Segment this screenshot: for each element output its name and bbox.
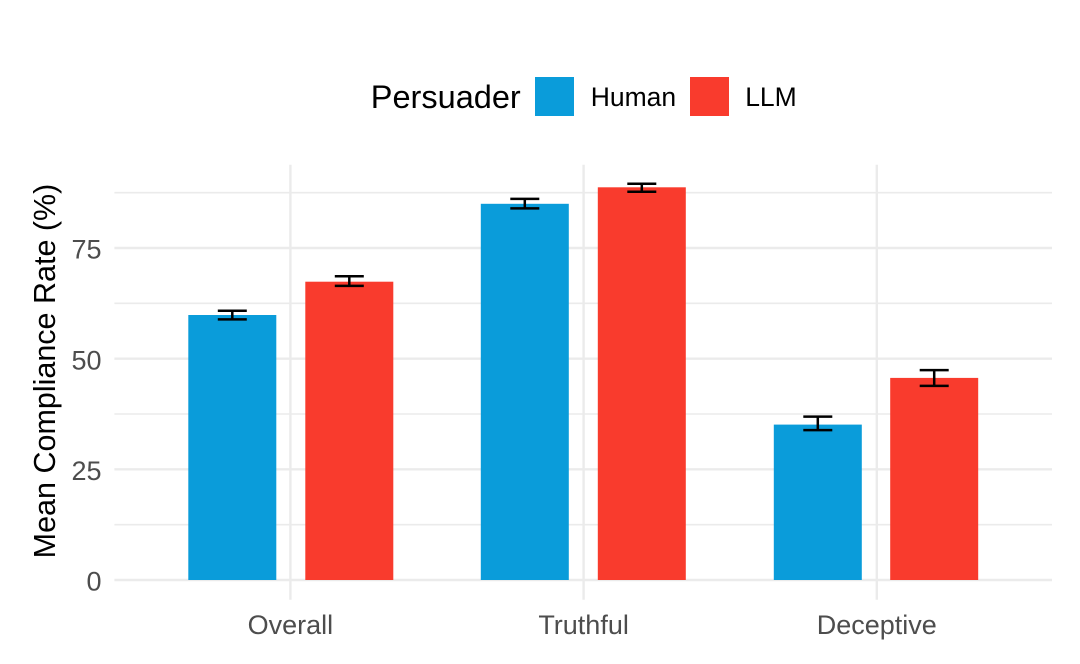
svg-text:25: 25 bbox=[71, 456, 101, 486]
svg-text:Mean Compliance Rate (%): Mean Compliance Rate (%) bbox=[28, 184, 62, 559]
svg-text:Human: Human bbox=[591, 82, 676, 112]
svg-text:Truthful: Truthful bbox=[538, 610, 629, 640]
svg-text:Persuader: Persuader bbox=[371, 79, 521, 115]
svg-text:Overall: Overall bbox=[248, 610, 334, 640]
svg-text:LLM: LLM bbox=[745, 82, 797, 112]
svg-text:0: 0 bbox=[86, 567, 101, 597]
svg-text:75: 75 bbox=[71, 235, 101, 265]
svg-text:50: 50 bbox=[71, 345, 101, 375]
svg-text:Deceptive: Deceptive bbox=[817, 610, 937, 640]
